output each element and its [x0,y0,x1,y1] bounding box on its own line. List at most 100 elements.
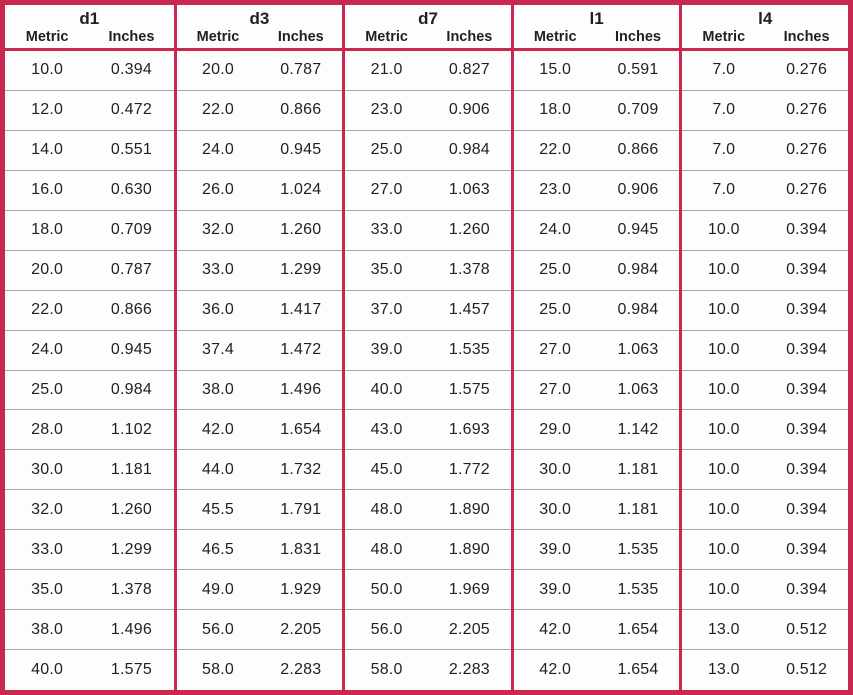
inches-value: 1.654 [617,661,659,679]
table-row: 23.0 0.906 [513,171,680,211]
inches-value: 1.378 [110,580,152,598]
table-row: 42.0 1.654 [513,610,680,651]
metric-value: 27.0 [539,341,572,359]
table-row: 32.0 1.260 [176,211,343,251]
inches-value: 0.394 [786,341,828,359]
inches-value: 1.024 [280,181,322,199]
table-row: 56.0 2.205 [345,610,511,651]
inches-value: 1.575 [110,661,152,679]
inches-value: 0.551 [110,141,152,159]
metric-value: 27.0 [370,181,403,199]
sub-header-row: Metric Inches [5,29,174,46]
column-title: d1 [79,9,100,29]
metric-value: 48.0 [370,540,403,558]
metric-value: 37.4 [202,341,234,359]
metric-value: 7.0 [712,101,736,119]
inches-value: 0.394 [786,221,828,239]
metric-value: 32.0 [202,221,234,239]
inches-value: 0.906 [448,101,490,119]
table-row: 58.0 2.283 [345,650,511,690]
table-row: 23.0 0.906 [345,91,511,131]
metric-value: 35.0 [31,580,64,598]
sub-header-row: Metric Inches [514,29,680,46]
metric-value: 22.0 [539,141,572,159]
table-row: 10.0 0.394 [682,490,848,531]
metric-value: 10.0 [707,580,740,598]
inches-value: 1.929 [280,580,322,598]
column-title: d3 [249,9,270,29]
metric-value: 49.0 [202,580,234,598]
inches-value: 1.535 [617,540,659,558]
table-row: 21.0 0.827 [345,51,511,91]
table-row: 30.0 1.181 [513,450,680,491]
inches-value: 0.906 [617,181,659,199]
table-row: 42.0 1.654 [176,410,343,451]
table-row: 16.0 0.630 [5,171,174,211]
sub-header-metric: Metric [533,28,577,45]
table-row: 38.0 1.496 [5,610,174,651]
group-header-d1: d1 Metric Inches [5,5,174,51]
table-row: 26.0 1.024 [176,171,343,211]
metric-value: 36.0 [202,301,234,319]
metric-value: 28.0 [31,420,64,438]
table-row: 10.0 0.394 [5,51,174,91]
inches-value: 0.787 [280,61,322,79]
inches-value: 1.575 [448,380,490,398]
table-row: 10.0 0.394 [682,291,848,331]
inches-value: 1.063 [448,181,490,199]
inches-value: 1.496 [110,620,152,638]
inches-value: 0.945 [110,341,152,359]
table-row: 44.0 1.732 [176,450,343,491]
sub-header-metric: Metric [196,28,240,45]
inches-value: 1.890 [448,500,490,518]
metric-value: 33.0 [202,261,234,279]
sub-header-metric: Metric [702,28,746,45]
metric-value: 10.0 [707,540,740,558]
inches-value: 1.299 [280,261,322,279]
metric-value: 25.0 [539,301,572,319]
table-row: 33.0 1.299 [176,251,343,291]
table-row: 13.0 0.512 [682,610,848,651]
inches-value: 0.394 [786,540,828,558]
inches-value: 1.378 [448,261,490,279]
table-row: 45.5 1.791 [176,490,343,531]
column-title: l4 [758,9,773,29]
table-row: 37.0 1.457 [345,291,511,331]
inches-value: 0.945 [617,221,659,239]
table-row: 33.0 1.299 [5,530,174,571]
table-row: 56.0 2.205 [176,610,343,651]
inches-value: 2.205 [448,620,490,638]
table-row: 18.0 0.709 [513,91,680,131]
metric-value: 30.0 [31,460,64,478]
table-row: 7.0 0.276 [682,91,848,131]
table-row: 25.0 0.984 [5,371,174,411]
sub-header-inches: Inches [277,28,324,45]
metric-value: 7.0 [712,61,736,79]
group-header-d7: d7 Metric Inches [345,5,511,51]
column-title: l1 [589,9,604,29]
metric-value: 10.0 [707,380,740,398]
metric-value: 7.0 [712,181,736,199]
table-row: 36.0 1.417 [176,291,343,331]
column-group-l1: l1 Metric Inches 15.0 0.591 18.0 0.709 22.0 0.86… [510,5,680,690]
table-row: 7.0 0.276 [682,171,848,211]
inches-value: 0.630 [110,181,152,199]
inches-value: 0.866 [280,101,322,119]
metric-value: 30.0 [539,460,572,478]
inches-value: 0.984 [448,141,490,159]
inches-value: 0.394 [786,380,828,398]
table-row: 13.0 0.512 [682,650,848,690]
metric-value: 48.0 [370,500,403,518]
metric-value: 42.0 [539,661,572,679]
table-row: 25.0 0.984 [345,131,511,171]
table-row: 27.0 1.063 [345,171,511,211]
table-row: 37.4 1.472 [176,331,343,371]
metric-value: 10.0 [707,341,740,359]
metric-value: 38.0 [202,380,234,398]
metric-value: 40.0 [31,661,64,679]
inches-value: 1.890 [448,540,490,558]
inches-value: 0.472 [110,101,152,119]
table-row: 12.0 0.472 [5,91,174,131]
inches-value: 0.276 [786,141,828,159]
table-row: 58.0 2.283 [177,650,343,690]
